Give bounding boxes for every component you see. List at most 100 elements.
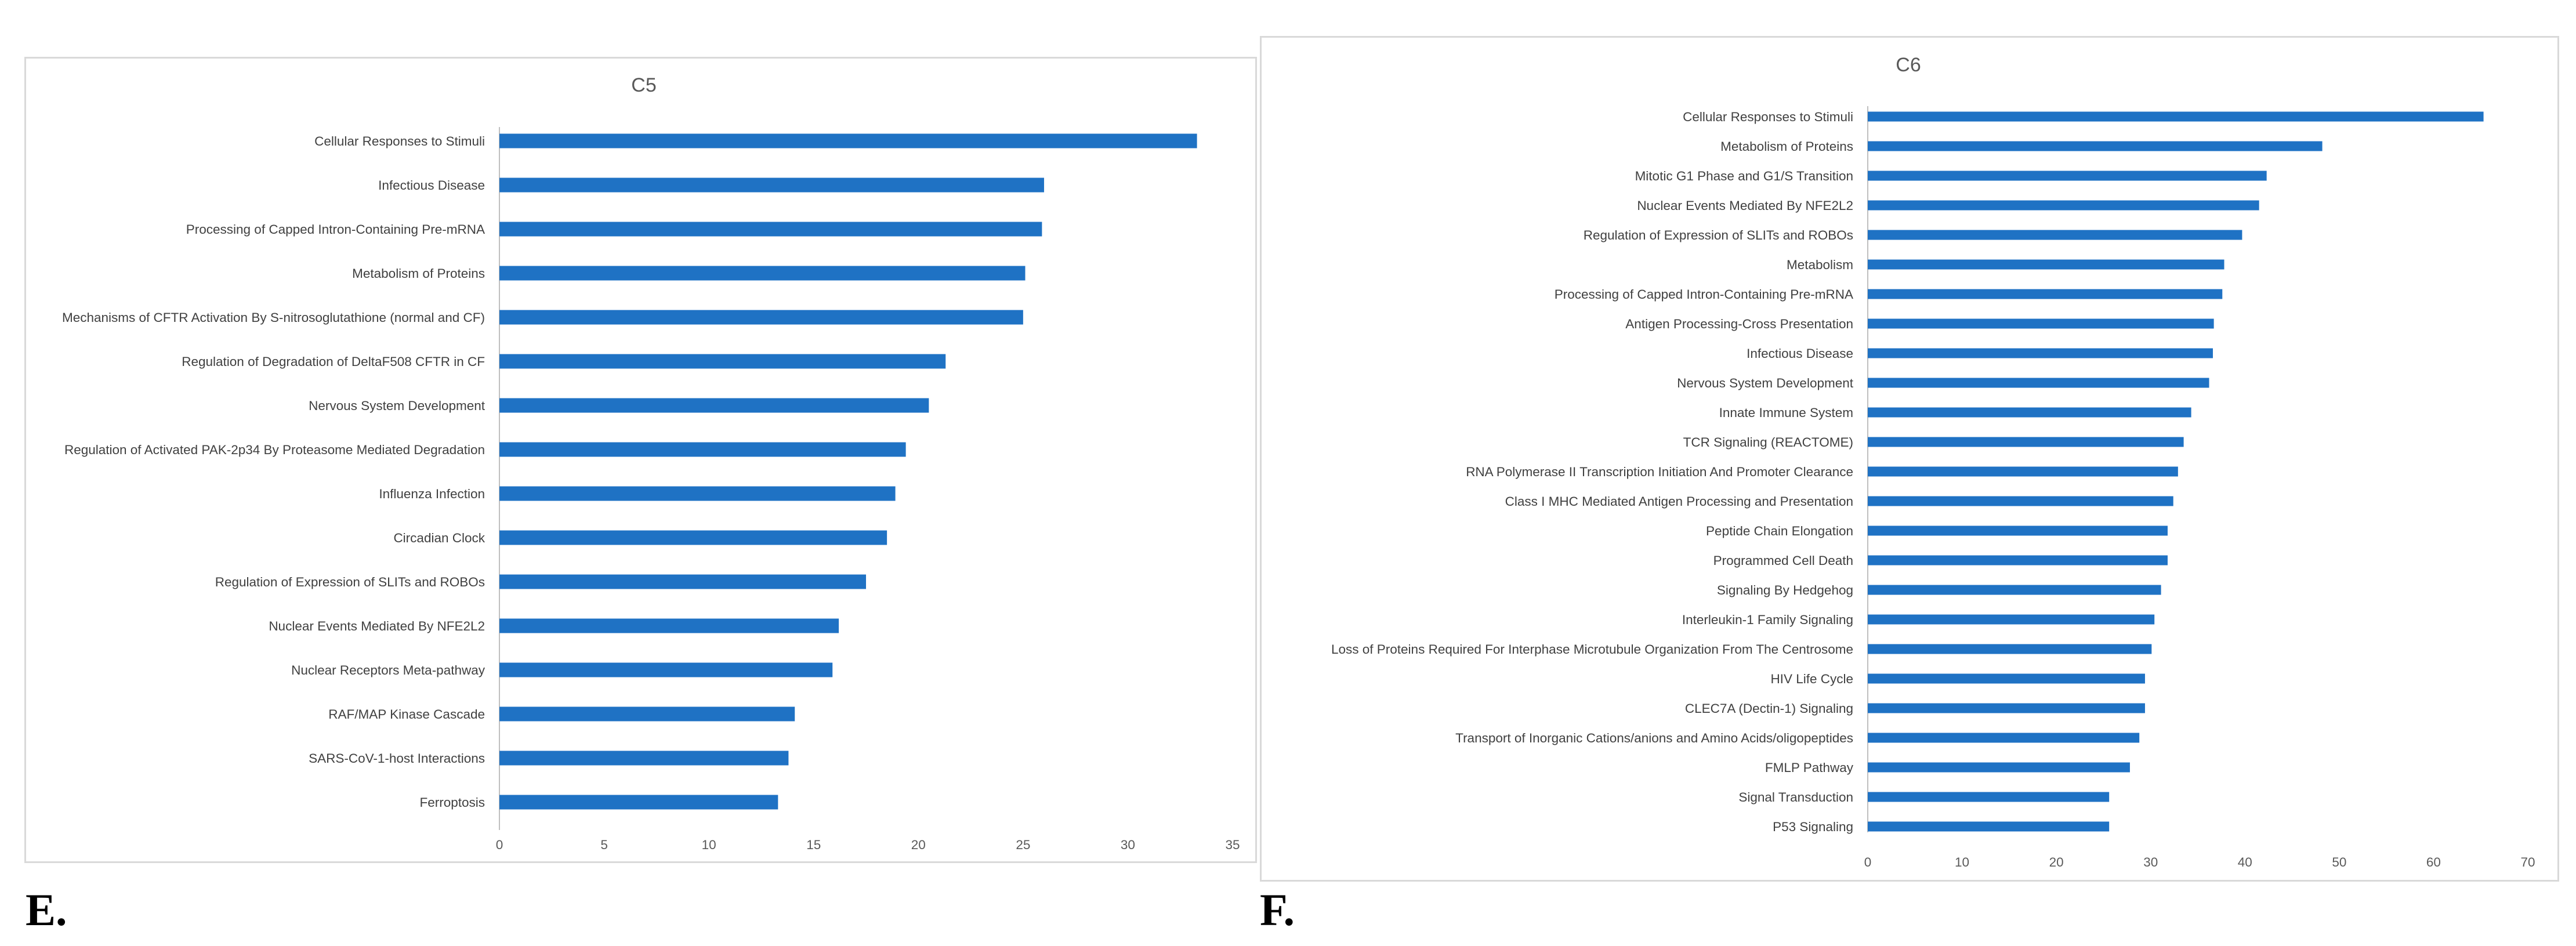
x-tick-label: 30 xyxy=(2143,855,2158,869)
bar xyxy=(499,795,778,810)
category-label: Nuclear Receptors Meta-pathway xyxy=(291,663,486,677)
category-label: FMLP Pathway xyxy=(1765,760,1854,775)
bar xyxy=(1868,585,2161,595)
x-tick-label: 40 xyxy=(2238,855,2252,869)
category-label: Cellular Responses to Stimuli xyxy=(1683,110,1853,124)
bar xyxy=(499,706,795,722)
category-label: RNA Polymerase II Transcription Initiati… xyxy=(1466,465,1853,479)
category-label: Infectious Disease xyxy=(378,178,485,193)
bar xyxy=(499,177,1044,193)
x-tick-label: 25 xyxy=(1016,838,1030,852)
bar xyxy=(1868,673,2145,684)
bar xyxy=(1868,348,2213,358)
category-label: Nuclear Events Mediated By NFE2L2 xyxy=(269,619,485,633)
category-label: Signal Transduction xyxy=(1738,790,1853,804)
bar xyxy=(499,310,1023,325)
category-label: Mitotic G1 Phase and G1/S Transition xyxy=(1635,169,1853,183)
category-label: Antigen Processing-Cross Presentation xyxy=(1625,317,1853,331)
category-label: Mechanisms of CFTR Activation By S-nitro… xyxy=(62,310,485,325)
category-label: HIV Life Cycle xyxy=(1770,672,1853,686)
bar xyxy=(1868,762,2130,773)
chart-c5: C5 Cellular Responses to Stimuli Infectiou… xyxy=(62,74,1240,852)
category-label: Nervous System Development xyxy=(1677,376,1854,390)
category-label: RAF/MAP Kinase Cascade xyxy=(328,707,485,722)
x-tick-label: 20 xyxy=(2049,855,2064,869)
category-label: Signaling By Hedgehog xyxy=(1717,583,1853,597)
category-label: Circadian Clock xyxy=(393,531,485,545)
category-label: Metabolism of Proteins xyxy=(1720,139,1853,154)
category-label: Nuclear Events Mediated By NFE2L2 xyxy=(1637,198,1853,213)
category-label: Regulation of Activated PAK-2p34 By Prot… xyxy=(64,443,485,457)
x-tick-label: 70 xyxy=(2520,855,2535,869)
x-tick-label: 0 xyxy=(1864,855,1872,869)
bar xyxy=(1868,378,2209,388)
category-label: Class I MHC Mediated Antigen Processing … xyxy=(1505,494,1853,509)
bar xyxy=(499,398,929,413)
category-label: Processing of Capped Intron-Containing P… xyxy=(1555,287,1853,302)
category-label: CLEC7A (Dectin-1) Signaling xyxy=(1685,701,1853,716)
category-label: Regulation of Degradation of DeltaF508 C… xyxy=(182,354,485,369)
category-label: Regulation of Expression of SLITs and RO… xyxy=(1584,228,1853,242)
bar xyxy=(1868,525,2168,536)
x-tick-label: 60 xyxy=(2426,855,2441,869)
bar xyxy=(1868,821,2110,832)
bar xyxy=(1868,171,2267,181)
x-tick-label: 35 xyxy=(1225,838,1240,852)
bar xyxy=(499,442,906,457)
x-tick-label: 30 xyxy=(1121,838,1135,852)
x-tick-label: 10 xyxy=(702,838,716,852)
bar xyxy=(499,530,887,545)
bar xyxy=(499,354,946,369)
category-label: Nervous System Development xyxy=(309,398,486,413)
chart-title: C5 xyxy=(631,74,656,96)
category-label: Peptide Chain Elongation xyxy=(1706,524,1853,538)
category-label: Interleukin-1 Family Signaling xyxy=(1682,612,1853,627)
bar xyxy=(499,574,866,589)
x-tick-label: 10 xyxy=(1955,855,1969,869)
bar xyxy=(1868,555,2168,566)
panel-label-f: F. xyxy=(1260,885,1295,935)
x-tick-label: 0 xyxy=(496,838,503,852)
bar xyxy=(1868,792,2110,802)
bar xyxy=(1868,733,2140,743)
category-label: Innate Immune System xyxy=(1719,405,1853,420)
category-label: Cellular Responses to Stimuli xyxy=(314,134,485,148)
bar xyxy=(1868,259,2224,270)
bar xyxy=(1868,230,2242,240)
bar xyxy=(499,222,1042,237)
category-label: P53 Signaling xyxy=(1773,820,1853,834)
bar xyxy=(499,133,1197,148)
category-label: Regulation of Expression of SLITs and RO… xyxy=(215,575,485,589)
bar xyxy=(499,266,1026,281)
category-label: Infectious Disease xyxy=(1747,346,1853,361)
bar xyxy=(1868,496,2173,506)
bar xyxy=(1868,703,2145,713)
x-tick-label: 5 xyxy=(600,838,608,852)
bar xyxy=(1868,407,2191,418)
bar xyxy=(1868,289,2223,299)
category-label: Processing of Capped Intron-Containing P… xyxy=(186,222,485,237)
bar xyxy=(499,618,839,633)
panel-label-e: E. xyxy=(26,885,67,935)
bar xyxy=(1868,644,2152,654)
chart-title: C6 xyxy=(1896,54,1921,76)
x-tick-label: 15 xyxy=(806,838,821,852)
chart-panel-c5: C5 Cellular Responses to Stimuli Infectiou… xyxy=(24,57,1257,863)
bar xyxy=(1868,141,2323,151)
bar xyxy=(1868,614,2155,625)
bar xyxy=(1868,466,2178,477)
category-label: Loss of Proteins Required For Interphase… xyxy=(1331,642,1853,657)
bar xyxy=(499,662,833,677)
x-tick-label: 20 xyxy=(911,838,926,852)
category-label: Ferroptosis xyxy=(419,795,485,810)
category-label: Transport of Inorganic Cations/anions an… xyxy=(1455,731,1853,745)
category-label: TCR Signaling (REACTOME) xyxy=(1683,435,1853,450)
bar xyxy=(1868,318,2214,329)
bar xyxy=(499,486,896,501)
category-label: Metabolism of Proteins xyxy=(352,266,485,281)
category-label: Programmed Cell Death xyxy=(1713,553,1853,568)
bar xyxy=(1868,437,2184,447)
bar xyxy=(499,751,789,766)
bar xyxy=(1868,111,2484,122)
category-label: SARS-CoV-1-host Interactions xyxy=(309,751,485,766)
